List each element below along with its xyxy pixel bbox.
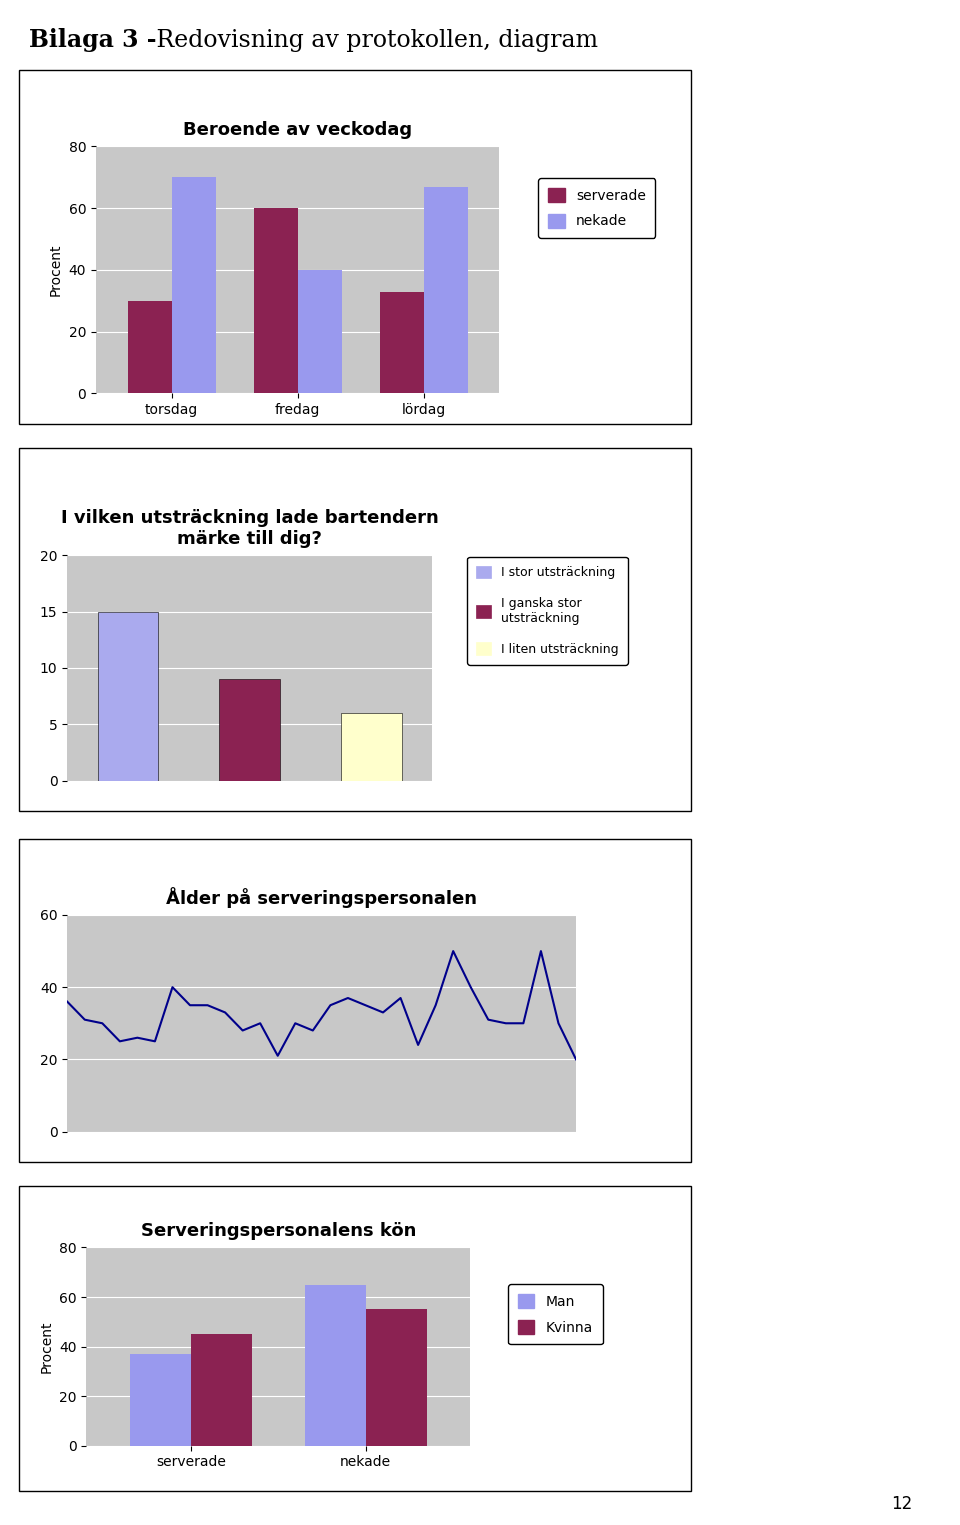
Bar	[379, 291, 423, 393]
Bar	[172, 177, 216, 393]
Legend: serverade, nekade: serverade, nekade	[539, 178, 656, 238]
Bar	[128, 300, 172, 393]
Y-axis label: Procent: Procent	[39, 1321, 54, 1373]
Bar	[130, 1354, 191, 1446]
Legend: Man, Kvinna: Man, Kvinna	[508, 1284, 603, 1345]
Bar	[304, 1284, 366, 1446]
Title: Serveringspersonalens kön: Serveringspersonalens kön	[141, 1223, 416, 1240]
Title: Ålder på serveringspersonalen: Ålder på serveringspersonalen	[166, 888, 477, 907]
Text: 12: 12	[891, 1494, 912, 1513]
Text: Bilaga 3 -: Bilaga 3 -	[29, 27, 156, 52]
Legend: I stor utsträckning, I ganska stor
utsträckning, I liten utsträckning: I stor utsträckning, I ganska stor utstr…	[468, 557, 628, 665]
Bar	[253, 207, 298, 393]
Text: Redovisning av protokollen, diagram: Redovisning av protokollen, diagram	[149, 29, 598, 52]
Title: I vilken utsträckning lade bartendern
märke till dig?: I vilken utsträckning lade bartendern mä…	[60, 509, 439, 547]
Bar	[298, 270, 342, 393]
Bar	[366, 1310, 427, 1446]
Bar	[341, 714, 401, 781]
Title: Beroende av veckodag: Beroende av veckodag	[183, 122, 412, 139]
Bar	[423, 186, 468, 393]
Y-axis label: Procent: Procent	[49, 244, 63, 296]
Bar	[191, 1334, 252, 1446]
Bar	[98, 612, 158, 781]
Bar	[219, 679, 280, 781]
